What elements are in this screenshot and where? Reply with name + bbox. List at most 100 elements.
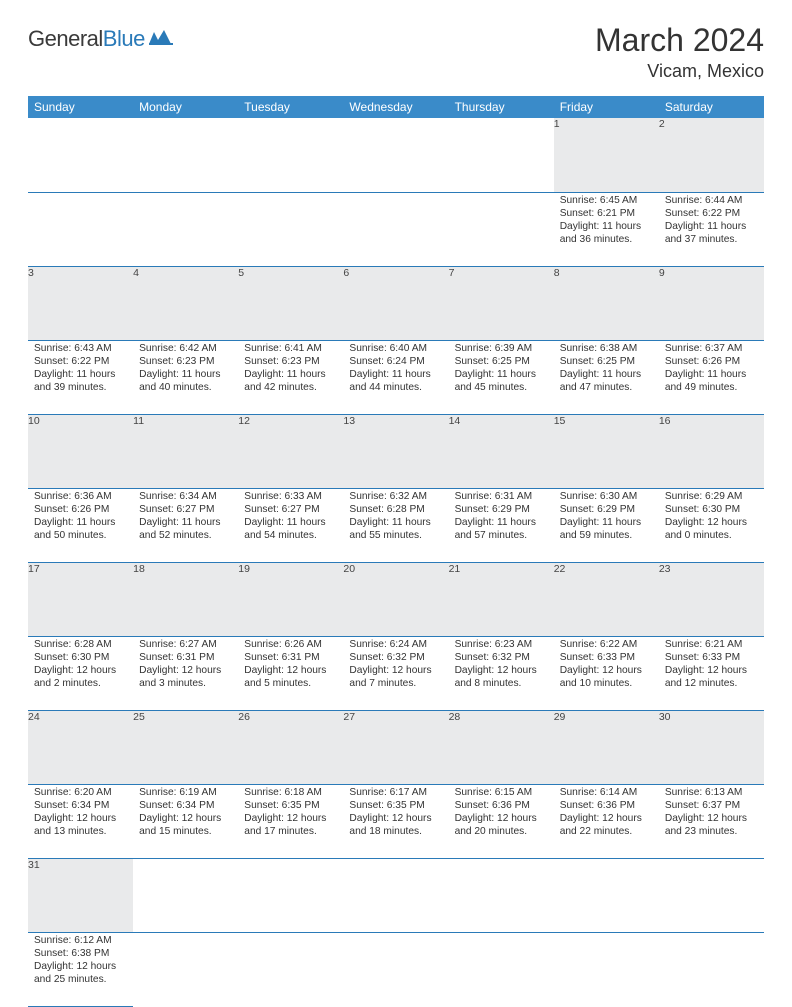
day-detail-cell: Sunrise: 6:36 AMSunset: 6:26 PMDaylight:… [28, 488, 133, 562]
day-detail-cell: Sunrise: 6:40 AMSunset: 6:24 PMDaylight:… [343, 340, 448, 414]
day-detail-cell: Sunrise: 6:12 AMSunset: 6:38 PMDaylight:… [28, 932, 133, 1006]
day-detail: Sunrise: 6:14 AMSunset: 6:36 PMDaylight:… [554, 785, 659, 841]
day-number: 15 [554, 415, 659, 427]
day-number-cell: 3 [28, 266, 133, 340]
day-number: 17 [28, 563, 133, 575]
day-detail-cell: Sunrise: 6:28 AMSunset: 6:30 PMDaylight:… [28, 636, 133, 710]
day-detail-cell [449, 932, 554, 1006]
logo-text-1: General [28, 26, 103, 51]
day-detail-cell [133, 932, 238, 1006]
day-number: 23 [659, 563, 764, 575]
day-detail: Sunrise: 6:24 AMSunset: 6:32 PMDaylight:… [343, 637, 448, 693]
day-detail: Sunrise: 6:27 AMSunset: 6:31 PMDaylight:… [133, 637, 238, 693]
day-number: 21 [449, 563, 554, 575]
day-detail: Sunrise: 6:45 AMSunset: 6:21 PMDaylight:… [554, 193, 659, 249]
day-detail: Sunrise: 6:37 AMSunset: 6:26 PMDaylight:… [659, 341, 764, 397]
calendar-table: SundayMondayTuesdayWednesdayThursdayFrid… [28, 96, 764, 1007]
day-number-cell: 22 [554, 562, 659, 636]
day-number-cell [449, 118, 554, 192]
day-header: Thursday [449, 96, 554, 118]
day-detail: Sunrise: 6:41 AMSunset: 6:23 PMDaylight:… [238, 341, 343, 397]
day-number-cell: 4 [133, 266, 238, 340]
day-detail-cell [133, 192, 238, 266]
day-header: Saturday [659, 96, 764, 118]
day-detail-cell: Sunrise: 6:26 AMSunset: 6:31 PMDaylight:… [238, 636, 343, 710]
day-number-cell [133, 858, 238, 932]
day-number: 6 [343, 267, 448, 279]
day-detail: Sunrise: 6:22 AMSunset: 6:33 PMDaylight:… [554, 637, 659, 693]
day-detail: Sunrise: 6:40 AMSunset: 6:24 PMDaylight:… [343, 341, 448, 397]
day-number: 8 [554, 267, 659, 279]
day-detail: Sunrise: 6:18 AMSunset: 6:35 PMDaylight:… [238, 785, 343, 841]
day-number: 26 [238, 711, 343, 723]
day-detail-cell [238, 192, 343, 266]
day-detail-cell: Sunrise: 6:39 AMSunset: 6:25 PMDaylight:… [449, 340, 554, 414]
day-number-cell [238, 858, 343, 932]
day-detail: Sunrise: 6:23 AMSunset: 6:32 PMDaylight:… [449, 637, 554, 693]
day-detail: Sunrise: 6:29 AMSunset: 6:30 PMDaylight:… [659, 489, 764, 545]
day-detail: Sunrise: 6:12 AMSunset: 6:38 PMDaylight:… [28, 933, 133, 989]
day-detail: Sunrise: 6:19 AMSunset: 6:34 PMDaylight:… [133, 785, 238, 841]
day-number: 3 [28, 267, 133, 279]
day-number: 31 [28, 859, 133, 871]
day-number-cell: 24 [28, 710, 133, 784]
day-detail: Sunrise: 6:13 AMSunset: 6:37 PMDaylight:… [659, 785, 764, 841]
day-detail-cell: Sunrise: 6:37 AMSunset: 6:26 PMDaylight:… [659, 340, 764, 414]
day-detail-cell [238, 932, 343, 1006]
day-number: 22 [554, 563, 659, 575]
day-number-cell [343, 858, 448, 932]
day-detail: Sunrise: 6:21 AMSunset: 6:33 PMDaylight:… [659, 637, 764, 693]
location: Vicam, Mexico [595, 61, 764, 82]
day-number: 4 [133, 267, 238, 279]
day-number-cell: 20 [343, 562, 448, 636]
day-number: 13 [343, 415, 448, 427]
day-detail: Sunrise: 6:30 AMSunset: 6:29 PMDaylight:… [554, 489, 659, 545]
day-detail: Sunrise: 6:17 AMSunset: 6:35 PMDaylight:… [343, 785, 448, 841]
day-detail-cell: Sunrise: 6:38 AMSunset: 6:25 PMDaylight:… [554, 340, 659, 414]
day-number-cell: 26 [238, 710, 343, 784]
day-detail-cell: Sunrise: 6:17 AMSunset: 6:35 PMDaylight:… [343, 784, 448, 858]
day-detail: Sunrise: 6:38 AMSunset: 6:25 PMDaylight:… [554, 341, 659, 397]
logo-text-2: Blue [103, 26, 145, 51]
day-detail-cell [659, 932, 764, 1006]
day-number: 12 [238, 415, 343, 427]
day-detail-cell: Sunrise: 6:33 AMSunset: 6:27 PMDaylight:… [238, 488, 343, 562]
day-number-cell [28, 118, 133, 192]
day-header: Friday [554, 96, 659, 118]
day-detail-cell [343, 192, 448, 266]
day-detail-cell: Sunrise: 6:20 AMSunset: 6:34 PMDaylight:… [28, 784, 133, 858]
day-number: 10 [28, 415, 133, 427]
day-number-cell: 1 [554, 118, 659, 192]
month-title: March 2024 [595, 22, 764, 59]
day-number: 14 [449, 415, 554, 427]
day-detail-cell: Sunrise: 6:13 AMSunset: 6:37 PMDaylight:… [659, 784, 764, 858]
day-number: 30 [659, 711, 764, 723]
day-header: Wednesday [343, 96, 448, 118]
day-number-cell: 29 [554, 710, 659, 784]
logo: GeneralBlue [28, 26, 177, 52]
day-number: 18 [133, 563, 238, 575]
day-detail-cell [343, 932, 448, 1006]
day-detail-cell: Sunrise: 6:27 AMSunset: 6:31 PMDaylight:… [133, 636, 238, 710]
day-number-cell: 28 [449, 710, 554, 784]
calendar-head: SundayMondayTuesdayWednesdayThursdayFrid… [28, 96, 764, 118]
day-number-cell [554, 858, 659, 932]
day-number-cell: 7 [449, 266, 554, 340]
day-number-cell: 2 [659, 118, 764, 192]
day-number: 5 [238, 267, 343, 279]
day-detail-cell: Sunrise: 6:32 AMSunset: 6:28 PMDaylight:… [343, 488, 448, 562]
day-detail: Sunrise: 6:44 AMSunset: 6:22 PMDaylight:… [659, 193, 764, 249]
day-detail-cell: Sunrise: 6:42 AMSunset: 6:23 PMDaylight:… [133, 340, 238, 414]
day-detail-cell: Sunrise: 6:15 AMSunset: 6:36 PMDaylight:… [449, 784, 554, 858]
day-number: 20 [343, 563, 448, 575]
day-detail-cell: Sunrise: 6:18 AMSunset: 6:35 PMDaylight:… [238, 784, 343, 858]
day-number: 11 [133, 415, 238, 427]
day-detail-cell: Sunrise: 6:30 AMSunset: 6:29 PMDaylight:… [554, 488, 659, 562]
day-number-cell: 31 [28, 858, 133, 932]
day-header: Tuesday [238, 96, 343, 118]
day-number-cell: 27 [343, 710, 448, 784]
day-number-cell: 9 [659, 266, 764, 340]
day-detail: Sunrise: 6:33 AMSunset: 6:27 PMDaylight:… [238, 489, 343, 545]
day-number: 27 [343, 711, 448, 723]
day-detail-cell: Sunrise: 6:31 AMSunset: 6:29 PMDaylight:… [449, 488, 554, 562]
